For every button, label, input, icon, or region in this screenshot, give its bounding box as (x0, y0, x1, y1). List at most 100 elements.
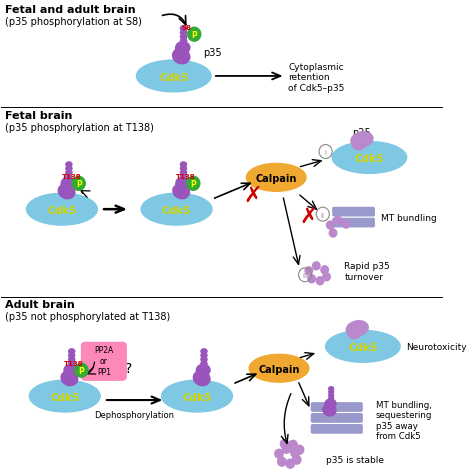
Ellipse shape (346, 321, 368, 337)
Ellipse shape (348, 329, 360, 339)
Circle shape (334, 217, 341, 225)
Text: P: P (191, 31, 197, 40)
Text: p35: p35 (203, 48, 222, 58)
Ellipse shape (58, 184, 75, 199)
Text: ✗: ✗ (300, 207, 318, 227)
Text: Fetal and adult brain: Fetal and adult brain (5, 5, 136, 15)
Ellipse shape (181, 171, 187, 176)
Circle shape (286, 459, 294, 468)
FancyBboxPatch shape (311, 425, 362, 433)
Ellipse shape (69, 357, 75, 362)
Text: ?: ? (125, 361, 133, 376)
Text: Cytoplasmic
retention
of Cdk5–p35: Cytoplasmic retention of Cdk5–p35 (288, 63, 345, 93)
Text: (p35 phosphorylation at S8): (p35 phosphorylation at S8) (5, 17, 142, 27)
Text: Cdk5: Cdk5 (47, 206, 77, 216)
Circle shape (292, 455, 301, 464)
FancyBboxPatch shape (311, 414, 362, 422)
Ellipse shape (27, 194, 97, 226)
Ellipse shape (201, 357, 207, 362)
Ellipse shape (64, 365, 78, 376)
Circle shape (72, 177, 85, 191)
Ellipse shape (201, 361, 207, 366)
Text: (p35 phosphorylation at T138): (p35 phosphorylation at T138) (5, 122, 154, 132)
Circle shape (342, 221, 350, 228)
FancyBboxPatch shape (333, 219, 374, 227)
Ellipse shape (61, 371, 78, 386)
Text: p25: p25 (353, 128, 371, 138)
Text: PP2A
or
PP1: PP2A or PP1 (94, 345, 113, 376)
Text: Cdk5: Cdk5 (162, 206, 191, 216)
Ellipse shape (201, 349, 207, 354)
Circle shape (289, 440, 297, 449)
Text: Cdk5: Cdk5 (355, 154, 384, 164)
Ellipse shape (181, 163, 187, 168)
Ellipse shape (246, 164, 306, 192)
Circle shape (329, 229, 337, 238)
Text: S8: S8 (182, 25, 191, 31)
Text: i: i (325, 149, 327, 156)
Text: Fetal brain: Fetal brain (5, 110, 73, 120)
Ellipse shape (61, 178, 75, 189)
Ellipse shape (353, 140, 365, 150)
Ellipse shape (69, 361, 75, 366)
Ellipse shape (176, 178, 190, 189)
Text: ✗: ✗ (244, 186, 262, 206)
Ellipse shape (141, 194, 212, 226)
Ellipse shape (329, 387, 334, 391)
Text: P: P (191, 180, 196, 189)
Text: P: P (76, 180, 82, 189)
Ellipse shape (201, 353, 207, 358)
Text: ii: ii (321, 212, 325, 218)
Ellipse shape (66, 167, 72, 171)
Circle shape (278, 457, 286, 466)
Circle shape (187, 177, 200, 191)
Ellipse shape (181, 31, 187, 36)
Text: Calpain: Calpain (258, 364, 300, 374)
Text: p35 is stable: p35 is stable (326, 455, 383, 464)
Circle shape (308, 275, 315, 283)
Ellipse shape (181, 27, 187, 31)
Circle shape (188, 28, 201, 42)
Text: MT bundling,
sequestering
p35 away
from Cdk5: MT bundling, sequestering p35 away from … (376, 400, 432, 440)
Circle shape (305, 267, 312, 275)
Ellipse shape (329, 397, 334, 400)
Text: P: P (79, 367, 84, 376)
Circle shape (281, 439, 289, 448)
Text: Calpain: Calpain (255, 173, 297, 183)
Ellipse shape (173, 49, 190, 65)
Ellipse shape (176, 43, 190, 54)
Ellipse shape (196, 365, 210, 376)
Ellipse shape (323, 404, 336, 416)
Circle shape (316, 277, 324, 285)
Ellipse shape (66, 163, 72, 168)
Text: Neurotoxicity: Neurotoxicity (406, 342, 466, 351)
Text: Rapid p35
turnover: Rapid p35 turnover (344, 261, 390, 281)
FancyBboxPatch shape (333, 208, 374, 217)
Ellipse shape (329, 393, 334, 397)
Ellipse shape (173, 184, 190, 199)
Text: iii: iii (302, 273, 308, 278)
Ellipse shape (325, 399, 336, 408)
Text: Adult brain: Adult brain (5, 299, 75, 309)
Circle shape (291, 448, 299, 457)
Circle shape (327, 222, 334, 229)
Circle shape (275, 449, 283, 458)
Ellipse shape (193, 371, 210, 386)
Ellipse shape (162, 380, 232, 412)
Ellipse shape (69, 353, 75, 358)
Circle shape (283, 445, 291, 453)
Ellipse shape (137, 61, 211, 93)
Ellipse shape (181, 39, 187, 44)
Text: (p35 not phosphorylated at T138): (p35 not phosphorylated at T138) (5, 311, 170, 321)
Ellipse shape (181, 167, 187, 171)
Ellipse shape (66, 175, 72, 179)
Ellipse shape (329, 390, 334, 394)
Ellipse shape (332, 142, 407, 174)
FancyBboxPatch shape (311, 403, 362, 411)
FancyBboxPatch shape (82, 343, 126, 380)
Text: Cdk5: Cdk5 (50, 392, 80, 402)
Circle shape (312, 262, 320, 270)
Ellipse shape (326, 331, 400, 363)
Text: Dephosphorylation: Dephosphorylation (95, 410, 174, 419)
Ellipse shape (351, 132, 373, 148)
